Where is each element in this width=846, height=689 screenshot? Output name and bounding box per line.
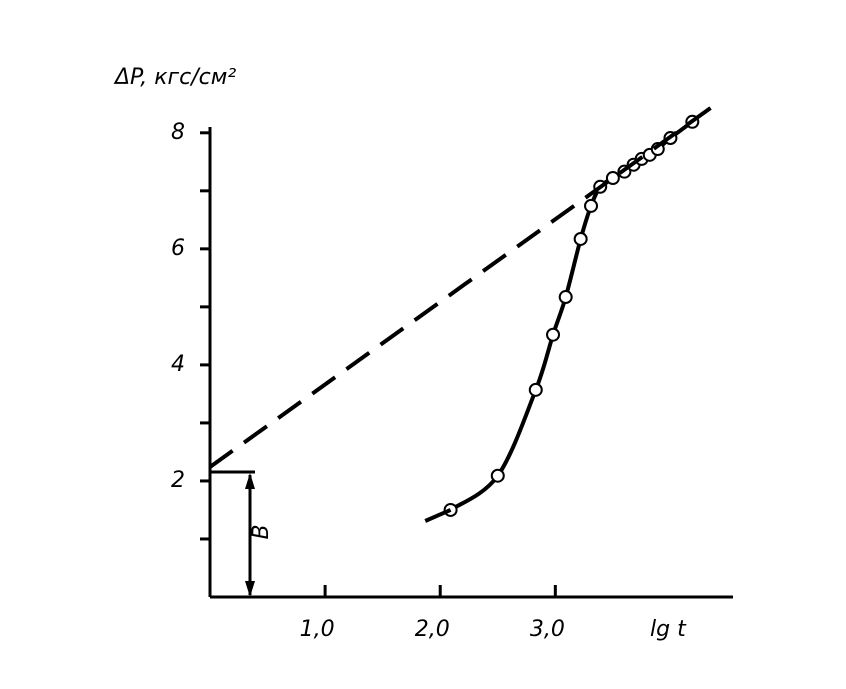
annotation: В xyxy=(249,524,274,539)
y-tick-label: 4 xyxy=(171,352,185,377)
y-tick-label: 8 xyxy=(171,120,185,145)
series-line xyxy=(424,508,452,523)
data-point xyxy=(546,327,561,342)
data-point xyxy=(573,231,588,246)
data-point xyxy=(490,468,505,483)
data-point xyxy=(605,171,620,186)
data-point xyxy=(528,382,543,397)
y-axis-label: ΔP, кгс/см² xyxy=(113,65,236,90)
series-line xyxy=(208,100,720,469)
y-tick-label: 6 xyxy=(171,236,185,261)
series-line xyxy=(449,120,694,512)
x-tick-label: 2,0 xyxy=(415,617,450,642)
x-axis-label: lg t xyxy=(650,617,687,642)
data-point xyxy=(584,198,599,213)
data-point xyxy=(558,290,573,305)
y-tick-label: 2 xyxy=(171,468,185,493)
x-tick-label: 1,0 xyxy=(300,617,335,642)
x-tick-label: 3,0 xyxy=(530,617,565,642)
